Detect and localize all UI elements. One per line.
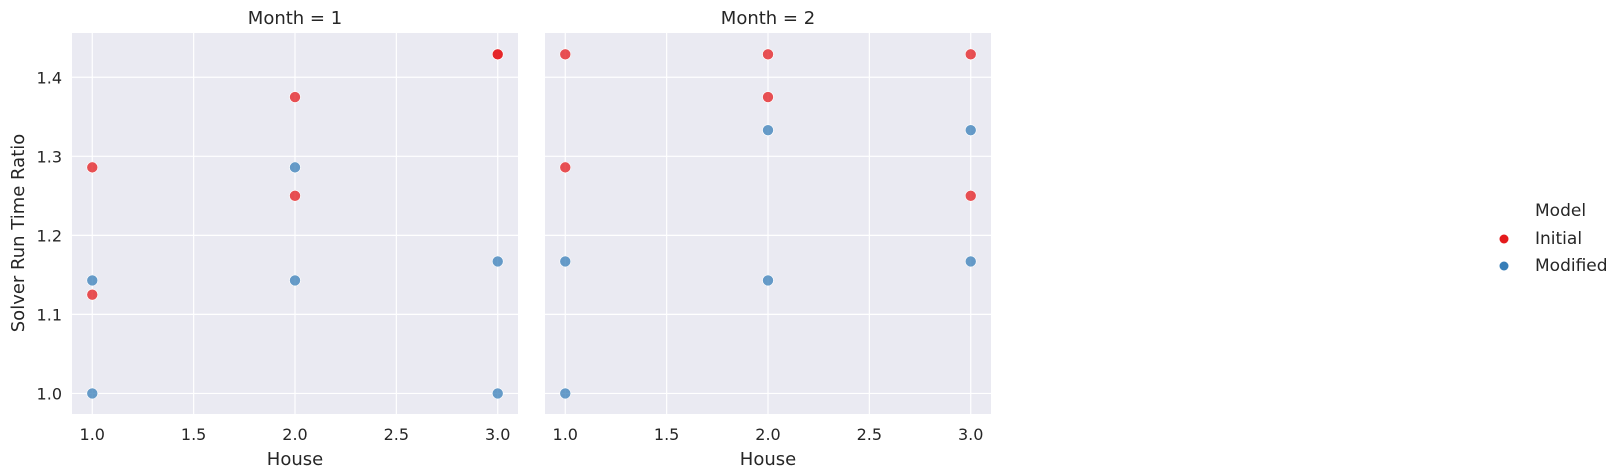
panel-2-marks [559,48,977,400]
x-tick-label: 1.0 [80,425,105,444]
data-point-modified [964,255,977,268]
data-point-modified [86,387,99,400]
legend-marker-modified [1499,261,1509,271]
legend-label-modified: Modified [1535,256,1608,276]
data-point-initial [762,91,774,103]
data-point-modified [289,161,301,174]
panel-month-1: 1.0 1.5 2.0 2.5 3.0 1.0 1.1 1.2 1.3 1.4 Month = 1… [8,8,518,470]
panel-2-x-axis-label: House [740,449,796,470]
panel-1-title: Month = 1 [248,8,342,29]
legend-title: Model [1535,201,1586,221]
data-point-initial [559,48,572,61]
legend-marker-initial [1499,234,1509,244]
panel-month-2: 1.0 1.5 2.0 2.5 3.0 Month = 2 House [545,8,991,470]
data-point-initial [289,190,301,202]
data-point-modified [559,387,572,400]
x-tick-label: 1.0 [553,425,578,444]
data-point-modified [762,124,774,137]
data-point-modified [491,387,504,400]
data-point-initial [964,48,977,61]
panel-1-marks [86,48,504,400]
data-point-initial [86,288,99,301]
y-tick-label: 1.4 [37,68,62,87]
legend-label-initial: Initial [1535,229,1582,249]
x-tick-label: 2.5 [857,425,882,444]
x-tick-label: 2.0 [282,425,307,444]
panel-2-ticks: 1.0 1.5 2.0 2.5 3.0 [553,425,984,444]
data-point-initial [762,48,774,61]
x-tick-label: 2.0 [755,425,780,444]
y-tick-label: 1.1 [37,305,62,324]
data-point-initial [289,91,301,103]
data-point-modified [491,255,504,268]
y-axis-label: Solver Run Time Ratio [8,134,29,333]
data-point-modified [86,274,99,287]
data-point-initial [964,190,977,202]
data-point-initial [559,161,572,174]
panel-2-title: Month = 2 [721,8,815,29]
panel-1-x-axis-label: House [267,449,323,470]
x-tick-label: 3.0 [485,425,510,444]
y-tick-label: 1.2 [37,226,62,245]
x-tick-label: 2.5 [384,425,409,444]
data-point-modified [559,255,572,268]
panel-1-ticks: 1.0 1.5 2.0 2.5 3.0 1.0 1.1 1.2 1.3 1.4 [37,68,511,444]
data-point-initial [86,161,99,174]
panel-2-grid [545,33,991,414]
data-point-modified [964,124,977,137]
y-tick-label: 1.0 [37,384,62,403]
x-tick-label: 1.5 [181,425,206,444]
data-point-modified [762,274,774,287]
x-tick-label: 3.0 [958,425,983,444]
x-tick-label: 1.5 [654,425,679,444]
data-point-initial [491,48,504,61]
data-point-modified [289,274,301,287]
legend: Model Initial Modified [1499,201,1608,276]
y-tick-label: 1.3 [37,147,62,166]
